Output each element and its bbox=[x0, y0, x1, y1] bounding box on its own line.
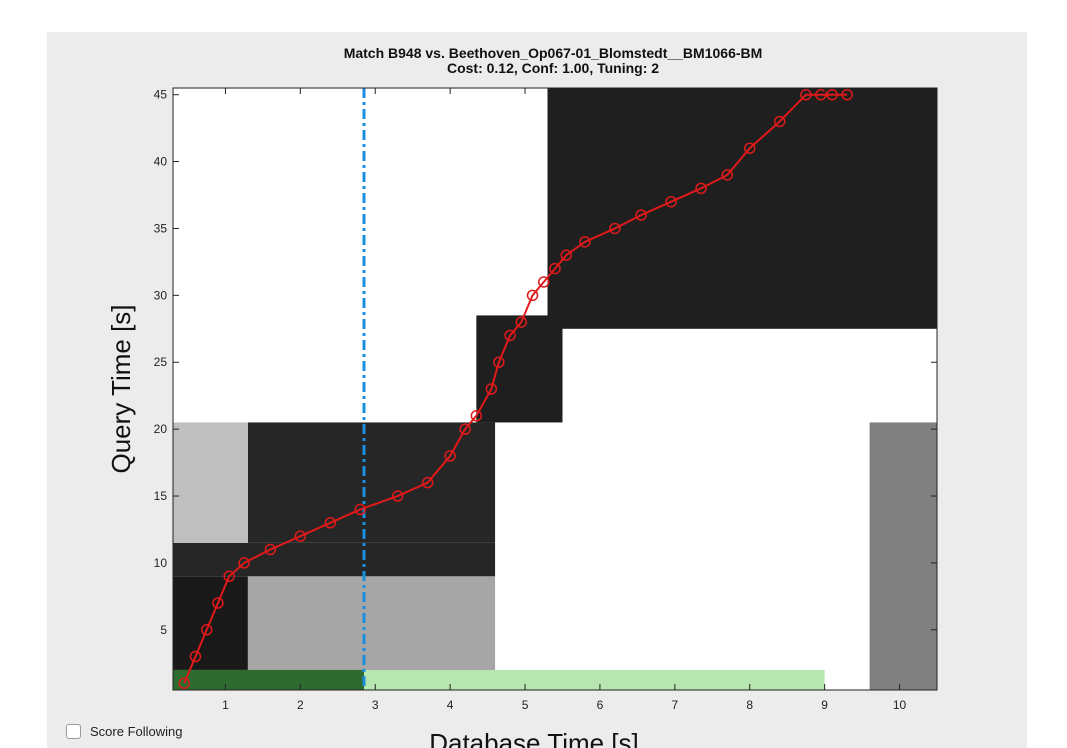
alignment-point bbox=[515, 316, 528, 328]
alignment-point bbox=[444, 450, 456, 462]
heatmap-block-2 bbox=[173, 542, 496, 577]
alignment-point bbox=[721, 169, 734, 181]
alignment-point bbox=[421, 476, 434, 489]
alignment-point bbox=[470, 410, 483, 422]
alignment-point bbox=[560, 249, 572, 261]
x-tick-label: 7 bbox=[671, 698, 678, 712]
alignment-point bbox=[264, 543, 277, 556]
y-tick-label: 15 bbox=[154, 489, 168, 503]
alignment-point bbox=[223, 570, 235, 583]
y-tick-label: 10 bbox=[154, 556, 168, 570]
heatmap-block-4 bbox=[173, 422, 248, 543]
alignment-point bbox=[743, 142, 756, 154]
alignment-point bbox=[526, 289, 539, 302]
alignment-point bbox=[815, 88, 827, 101]
alignment-point bbox=[391, 490, 404, 502]
alignment-point bbox=[504, 329, 516, 342]
x-tick-label: 8 bbox=[746, 698, 753, 712]
score-following-control[interactable]: Score Following bbox=[66, 724, 183, 739]
alignment-point bbox=[635, 209, 647, 221]
heatmap-block-6 bbox=[547, 88, 937, 329]
progress-bar-played bbox=[173, 669, 364, 690]
x-tick-label: 6 bbox=[597, 698, 604, 712]
plot-frame bbox=[172, 87, 938, 691]
y-tick-label: 45 bbox=[154, 88, 168, 102]
alignment-point bbox=[178, 677, 190, 690]
alignment-point bbox=[773, 115, 786, 128]
alignment-point bbox=[826, 88, 838, 101]
heatmap-block-7 bbox=[869, 422, 937, 690]
alignment-point bbox=[538, 276, 550, 288]
alignment-point bbox=[212, 597, 224, 609]
chart-subtitle: Cost: 0.12, Conf: 1.00, Tuning: 2 bbox=[447, 60, 659, 76]
alignment-point bbox=[493, 356, 505, 368]
x-tick-label: 9 bbox=[821, 698, 828, 712]
y-tick-label: 25 bbox=[154, 355, 168, 369]
x-axis-label: Database Time [s] bbox=[429, 728, 639, 748]
y-axis-label: Query Time [s] bbox=[106, 304, 136, 473]
x-tick-label: 10 bbox=[893, 698, 907, 712]
x-tick-label: 5 bbox=[522, 698, 529, 712]
alignment-point bbox=[189, 650, 202, 663]
alignment-point bbox=[841, 88, 853, 101]
alignment-point bbox=[238, 557, 250, 569]
alignment-point bbox=[294, 530, 307, 542]
score-following-checkbox[interactable] bbox=[66, 724, 81, 739]
alignment-point bbox=[459, 423, 471, 435]
x-tick-label: 2 bbox=[297, 698, 304, 712]
heatmap-block-5 bbox=[476, 315, 563, 423]
y-tick-label: 40 bbox=[154, 155, 168, 169]
alignment-point bbox=[609, 222, 621, 235]
alignment-point bbox=[579, 236, 591, 248]
alignment-point bbox=[800, 88, 812, 101]
heatmap-block-3 bbox=[247, 422, 496, 543]
score-following-label: Score Following bbox=[90, 724, 183, 739]
y-tick-label: 5 bbox=[160, 623, 167, 637]
alignment-point bbox=[549, 262, 561, 275]
y-tick-label: 35 bbox=[154, 221, 168, 235]
chart-title: Match B948 vs. Beethoven_Op067-01_Blomst… bbox=[344, 45, 763, 61]
y-tick-label: 30 bbox=[154, 288, 168, 302]
alignment-point bbox=[665, 195, 677, 208]
alignment-point bbox=[695, 182, 707, 195]
x-tick-label: 1 bbox=[222, 698, 229, 712]
y-tick-label: 20 bbox=[154, 422, 168, 436]
alignment-point bbox=[324, 517, 337, 529]
alignment-point bbox=[354, 503, 367, 516]
x-tick-label: 3 bbox=[372, 698, 379, 712]
alignment-point bbox=[485, 383, 498, 395]
x-tick-label: 4 bbox=[447, 698, 454, 712]
alignment-point bbox=[200, 624, 213, 636]
alignment-path-line bbox=[183, 93, 848, 684]
